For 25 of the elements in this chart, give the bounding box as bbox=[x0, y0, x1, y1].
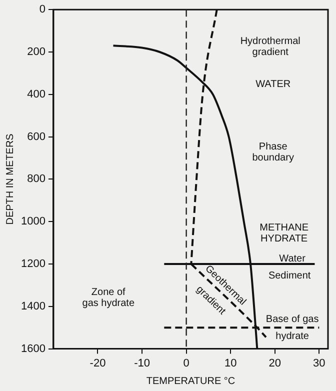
x-axis-title: TEMPERATURE °C bbox=[146, 376, 236, 387]
y-tick-label: 0 bbox=[39, 4, 46, 16]
y-tick-label: 1200 bbox=[20, 258, 46, 270]
x-tick-label: 10 bbox=[224, 357, 237, 370]
x-tick-label: -20 bbox=[90, 357, 106, 370]
annotation: METHANE HYDRATE bbox=[260, 222, 309, 245]
y-tick-label: 800 bbox=[27, 173, 46, 186]
x-tick-label: 20 bbox=[268, 357, 281, 370]
y-tick-label: 600 bbox=[27, 130, 46, 143]
annotation: Base of gas hydrate bbox=[266, 314, 319, 342]
y-tick-label: 1400 bbox=[20, 300, 46, 312]
annotation: Zone of gas hydrate bbox=[82, 287, 135, 310]
y-axis-title: DEPTH IN METERS bbox=[4, 133, 16, 225]
annotation: Water bbox=[279, 254, 306, 265]
annotation: Phase boundary bbox=[252, 141, 294, 164]
annotation: Hydrothermal gradient bbox=[240, 36, 300, 58]
y-tick-label: 400 bbox=[27, 88, 46, 100]
y-tick-label: 200 bbox=[27, 46, 46, 58]
y-tick-label: 1600 bbox=[20, 342, 46, 355]
x-tick-label: 30 bbox=[313, 357, 326, 370]
x-tick-label: -10 bbox=[134, 357, 150, 370]
annotation: Sediment bbox=[268, 270, 311, 282]
annotation: WATER bbox=[256, 78, 291, 90]
x-tick-label: 0 bbox=[183, 357, 190, 370]
y-tick-label: 1000 bbox=[20, 216, 46, 228]
